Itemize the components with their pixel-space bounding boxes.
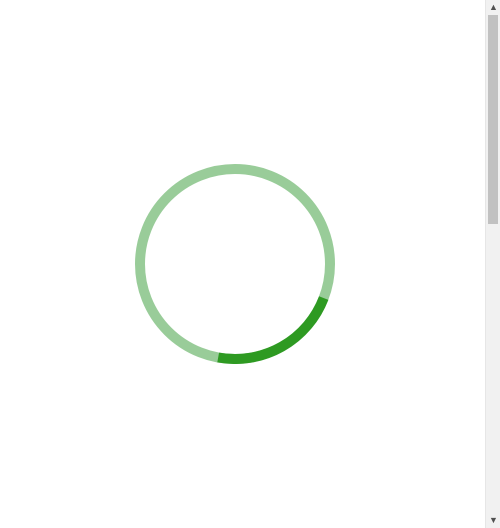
triangle-down-icon: ▼ xyxy=(489,515,498,525)
page-viewport xyxy=(135,164,335,364)
scroll-down-button[interactable]: ▼ xyxy=(486,513,500,528)
scrollbar-thumb[interactable] xyxy=(488,15,498,224)
spinner-graphic xyxy=(135,164,335,364)
spinner-arc xyxy=(217,296,329,364)
vertical-scrollbar[interactable]: ▲ ▼ xyxy=(485,0,500,528)
loading-spinner xyxy=(135,164,335,364)
triangle-up-icon: ▲ xyxy=(489,2,498,12)
scroll-up-button[interactable]: ▲ xyxy=(486,0,500,15)
